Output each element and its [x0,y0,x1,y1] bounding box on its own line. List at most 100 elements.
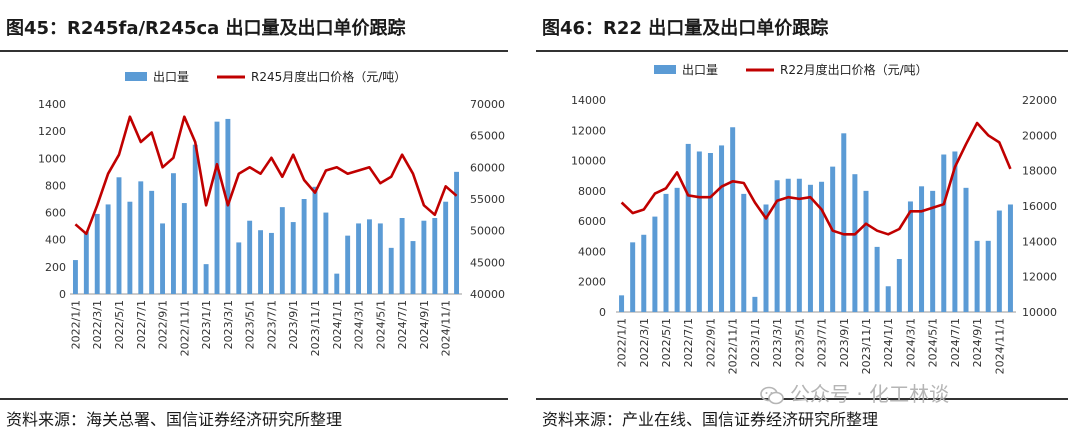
y-left-tick-label: 1000 [38,152,66,165]
x-tick-label: 2022/7/1 [135,300,148,349]
y-right-tick-label: 14000 [1022,235,1057,248]
bar [377,223,383,294]
bar [94,213,100,294]
bar [72,260,78,294]
wechat-icon [760,386,784,404]
bar [685,143,691,312]
source-rule [536,398,1068,400]
bar [214,121,220,295]
y-left-tick-label: 4000 [578,245,606,258]
legend-swatch-bar [654,65,676,74]
bar [941,154,947,312]
bar [160,223,166,294]
x-tick-label: 2023/5/1 [793,318,806,367]
y-left-tick-label: 8000 [578,185,606,198]
bar [719,145,725,312]
y-left-tick-label: 10000 [571,155,606,168]
x-tick-label: 2023/3/1 [771,318,784,367]
y-left-tick-label: 0 [599,306,606,319]
y-left-tick-label: 12000 [571,124,606,137]
x-tick-label: 2022/3/1 [638,318,651,367]
bar [696,151,702,312]
legend-label-bar: 出口量 [682,63,718,77]
bar [974,240,980,312]
bar [345,235,351,294]
source-rule [0,398,508,400]
bar [138,181,144,294]
x-tick-label: 2023/1/1 [749,318,762,367]
chart-panel-46: 图46：R22 出口量及出口单价跟踪 出口量 R22月度出口价格（元/吨） 0 200… [536,0,1080,440]
bar [290,222,296,294]
y-right-tick-label: 70000 [470,98,505,111]
x-tick-label: 2024/11/1 [993,318,1006,374]
bar [192,144,198,294]
bar [443,201,449,294]
bar [83,231,89,294]
y-left-tick-label: 14000 [571,94,606,107]
bar [312,186,318,294]
bar [830,166,836,312]
bar [421,220,427,294]
bar [663,193,669,312]
x-tick-label: 2024/5/1 [374,300,387,349]
bar [763,204,769,312]
chart-panel-45: 图45：R245fa/R245ca 出口量及出口单价跟踪 出口量 R245月度出口… [0,0,520,440]
x-tick-label: 2023/5/1 [244,300,257,349]
bar [454,171,460,294]
x-tick-label: 2023/9/1 [838,318,851,367]
bar [674,187,680,312]
figure-title: 图45：R245fa/R245ca 出口量及出口单价跟踪 [6,18,406,39]
series-line [620,121,1012,236]
x-tick-label: 2024/7/1 [949,318,962,367]
bar [819,181,825,312]
x-tick-label: 2022/9/1 [157,300,170,349]
x-tick-label: 2024/9/1 [971,318,984,367]
bar [432,218,438,294]
y-right-tick-label: 20000 [1022,129,1057,142]
y-left-tick-label: 0 [59,288,66,301]
bar [952,151,958,312]
bar [863,190,869,312]
bar [785,178,791,312]
bar [907,201,913,312]
bar [741,193,747,312]
x-tick-label: 2022/7/1 [682,318,695,367]
y-left-tick-label: 6000 [578,215,606,228]
x-tick-label: 2023/1/1 [200,300,213,349]
y-right-tick-label: 65000 [470,130,505,143]
bar [1007,204,1013,312]
x-tick-label: 2023/11/1 [309,300,322,356]
y-right-tick-label: 45000 [470,256,505,269]
bar [841,133,847,312]
bar [996,210,1002,312]
y-right-tick-label: 60000 [470,161,505,174]
bar [985,240,991,312]
bar [203,264,209,294]
bar [619,295,625,312]
bar [963,187,969,312]
figure-title: 图46：R22 出口量及出口单价跟踪 [542,18,829,39]
x-tick-label: 2024/11/1 [440,300,453,356]
watermark-text: 公众号 · 化工林谈 [790,382,950,406]
y-right-tick-label: 40000 [470,288,505,301]
legend-label-bar: 出口量 [153,70,189,84]
source-note: 资料来源：海关总署、国信证券经济研究所整理 [6,410,343,429]
bar [930,190,936,312]
bar [323,212,329,294]
x-tick-label: 2023/9/1 [287,300,300,349]
chart-r22: 出口量 R22月度出口价格（元/吨） 0 2000 4000 6000 8000 10000 1… [571,62,1057,374]
title-rule [536,50,1068,52]
x-tick-label: 2022/11/1 [727,318,740,374]
bar [919,186,925,312]
bar [181,203,187,294]
x-tick-label: 2024/5/1 [927,318,940,367]
legend-label-line: R245月度出口价格（元/吨） [251,69,406,84]
bar [874,246,880,312]
x-tick-label: 2022/11/1 [178,300,191,356]
x-tick-label: 2022/5/1 [660,318,673,367]
bar [258,230,264,294]
y-right-tick-label: 10000 [1022,306,1057,319]
bar [807,184,813,312]
bar [301,199,307,294]
y-right-tick-label: 18000 [1022,165,1057,178]
